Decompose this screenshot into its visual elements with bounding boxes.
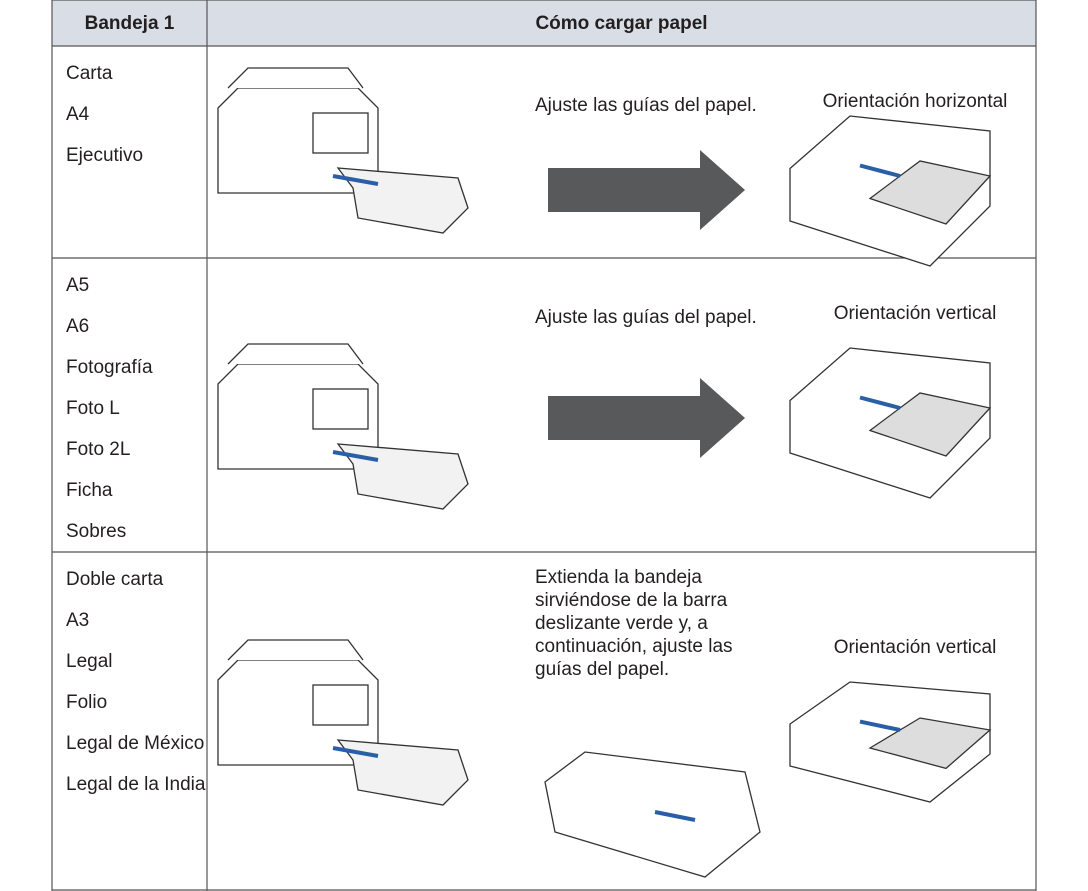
pull-arrow — [332, 450, 379, 462]
arrow — [548, 378, 745, 458]
paper-stack — [868, 392, 992, 457]
paper-stack — [868, 160, 992, 225]
instruction: Ajuste las guías del papel. — [535, 307, 757, 328]
orientation: Orientación vertical — [833, 637, 997, 658]
header-bg — [52, 0, 1036, 46]
printer-panel — [312, 388, 369, 430]
paper-size: Legal — [66, 651, 113, 672]
instruction: Ajuste las guías del papel. — [535, 95, 757, 116]
printer-scanner — [227, 639, 364, 661]
pull-arrow — [332, 746, 379, 758]
paper-size: Ejecutivo — [66, 145, 144, 166]
header-cell: Bandeja 1 — [84, 13, 175, 34]
tray — [336, 167, 469, 234]
paper-size: Carta — [66, 63, 113, 84]
instruction: Extienda la bandeja sirviéndose de la ba… — [535, 567, 733, 680]
printer-illustration — [217, 67, 469, 234]
orientation: Orientación vertical — [833, 303, 997, 324]
tray-illustration — [789, 347, 992, 499]
printer-scanner — [227, 67, 364, 89]
extend-arrow — [654, 810, 696, 822]
arrow — [548, 150, 745, 230]
header-cell: Cómo cargar papel — [535, 13, 708, 34]
paper-size: Foto 2L — [66, 439, 131, 460]
tray — [336, 739, 469, 806]
paper-size: Legal de la India — [66, 774, 206, 795]
tray-extended — [544, 751, 761, 878]
tray-illustration — [789, 681, 992, 803]
paper-size: Doble carta — [66, 569, 164, 590]
printer-panel — [312, 112, 369, 154]
printer-illustration — [217, 639, 469, 806]
paper-size: Legal de México — [66, 733, 205, 754]
paper-size: A6 — [66, 316, 90, 337]
printer-illustration — [217, 343, 469, 510]
tray — [336, 443, 469, 510]
paper-stack — [868, 717, 992, 770]
insert-arrow — [859, 719, 901, 732]
pull-arrow — [332, 174, 379, 186]
paper-size: A5 — [66, 275, 90, 296]
paper-size: Ficha — [66, 480, 113, 501]
paper-size: Folio — [66, 692, 108, 713]
insert-arrow — [859, 395, 901, 410]
extend-illustration — [544, 751, 761, 878]
printer-scanner — [227, 343, 364, 365]
orientation: Orientación horizontal — [822, 91, 1008, 112]
paper-size: A4 — [66, 104, 90, 125]
paper-size: Sobres — [66, 521, 127, 542]
printer-panel — [312, 684, 369, 726]
insert-arrow — [859, 163, 901, 178]
tray-illustration — [789, 115, 992, 267]
paper-size: Foto L — [66, 398, 120, 419]
paper-size: Fotografía — [66, 357, 153, 378]
paper-size: A3 — [66, 610, 90, 631]
